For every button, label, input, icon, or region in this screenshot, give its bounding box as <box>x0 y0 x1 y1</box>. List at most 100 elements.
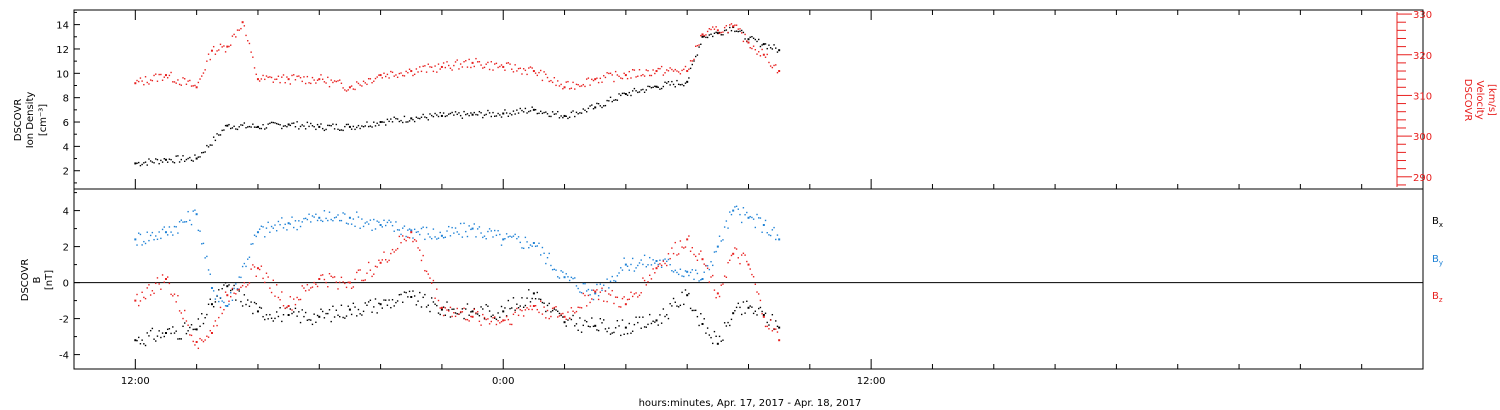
trace-dot <box>657 67 659 70</box>
top-panel-points <box>134 21 781 167</box>
trace-dot <box>494 115 496 117</box>
trace-dot <box>744 38 746 40</box>
trace-dot <box>775 328 777 330</box>
trace-dot <box>243 282 246 284</box>
trace-dot <box>247 284 249 286</box>
trace-dot <box>582 324 584 327</box>
trace-dot <box>674 269 676 272</box>
trace-dot <box>374 265 377 268</box>
trace-dot <box>621 77 624 80</box>
trace-dot <box>156 158 159 161</box>
trace-dot <box>330 218 332 221</box>
trace-dot <box>308 289 310 291</box>
trace-dot <box>483 318 486 320</box>
trace-dot <box>432 228 435 230</box>
trace-dot <box>407 236 409 238</box>
trace-dot <box>267 318 269 320</box>
trace-dot <box>357 82 360 85</box>
trace-dot <box>419 291 421 294</box>
trace-dot <box>316 123 319 126</box>
right-axis-tick-label: 290 <box>1413 173 1432 184</box>
trace-dot <box>475 312 477 314</box>
trace-dot <box>459 222 462 225</box>
trace-dot <box>185 320 188 322</box>
trace-dot <box>517 112 520 114</box>
trace-dot <box>488 323 491 325</box>
data-point-series <box>410 117 413 120</box>
trace-dot <box>175 82 177 84</box>
trace-dot <box>350 313 353 316</box>
trace-dot <box>330 125 332 127</box>
trace-dot <box>567 319 569 321</box>
trace-dot <box>570 276 573 279</box>
trace-dot <box>320 274 322 277</box>
data-point-by <box>716 245 719 248</box>
trace-dot <box>390 252 392 255</box>
trace-dot <box>221 129 223 132</box>
trace-dot <box>640 89 642 91</box>
trace-dot <box>650 87 653 89</box>
trace-dot <box>729 324 731 327</box>
trace-dot <box>696 259 699 262</box>
trace-dot <box>432 301 435 303</box>
trace-dot <box>735 24 738 26</box>
trace-dot <box>485 304 487 306</box>
trace-dot <box>166 276 169 278</box>
legend-by: By <box>1432 254 1443 267</box>
trace-dot <box>768 61 770 64</box>
trace-dot <box>662 74 665 76</box>
bottom-left-tick-label: 0 <box>63 279 69 290</box>
trace-dot <box>672 252 675 255</box>
trace-dot <box>184 221 186 223</box>
trace-dot <box>620 306 622 308</box>
trace-dot <box>633 293 636 295</box>
trace-dot <box>206 60 208 62</box>
trace-dot <box>420 70 423 73</box>
trace-dot <box>689 60 692 62</box>
trace-dot <box>184 78 186 80</box>
trace-dot <box>260 127 263 130</box>
trace-dot <box>478 315 481 317</box>
trace-dot <box>642 263 644 266</box>
trace-dot <box>241 124 244 126</box>
trace-dot <box>393 75 395 77</box>
trace-dot <box>553 306 556 309</box>
trace-dot <box>771 66 774 69</box>
trace-dot <box>742 207 745 209</box>
trace-dot <box>500 116 503 118</box>
trace-dot <box>228 303 230 306</box>
trace-dot <box>230 127 232 130</box>
trace-dot <box>294 307 297 310</box>
trace-dot <box>277 220 280 223</box>
trace-dot <box>488 310 491 312</box>
trace-dot <box>531 106 533 108</box>
trace-dot <box>357 269 360 271</box>
trace-dot <box>528 67 530 69</box>
trace-dot <box>478 110 481 113</box>
trace-dot <box>303 125 305 127</box>
trace-dot <box>168 158 171 160</box>
trace-dot <box>737 30 739 33</box>
trace-dot <box>647 281 649 283</box>
trace-dot <box>596 283 598 286</box>
trace-dot <box>216 294 218 297</box>
data-point-by <box>778 238 781 241</box>
trace-dot <box>253 67 256 69</box>
trace-dot <box>405 121 407 123</box>
trace-dot <box>177 338 179 340</box>
trace-dot <box>628 91 630 94</box>
trace-dot <box>184 309 186 312</box>
data-point-series <box>762 43 765 46</box>
trace-dot <box>516 70 518 72</box>
trace-dot <box>645 69 648 71</box>
trace-dot <box>243 25 246 27</box>
trace-dot <box>739 306 741 309</box>
trace-dot <box>689 307 692 310</box>
trace-dot <box>407 121 409 123</box>
trace-dot <box>207 269 210 271</box>
trace-dot <box>235 293 237 295</box>
trace-dot <box>294 220 297 222</box>
trace-dot <box>272 279 274 281</box>
trace-dot <box>643 75 646 77</box>
trace-dot <box>742 301 745 303</box>
